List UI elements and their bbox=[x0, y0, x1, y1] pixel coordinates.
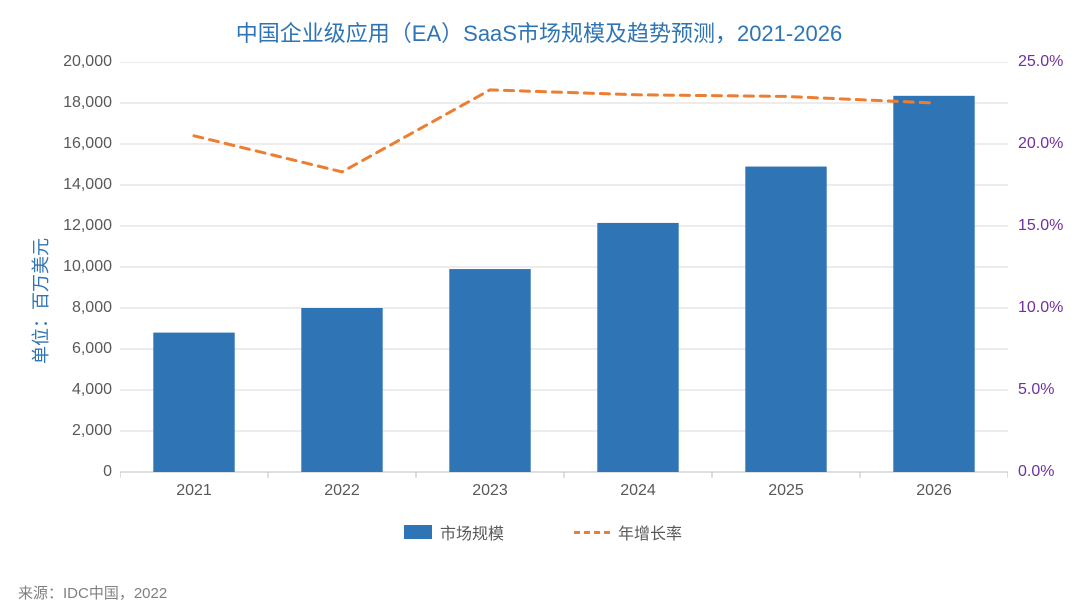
x-tick-label: 2025 bbox=[768, 482, 804, 500]
bar bbox=[597, 223, 678, 472]
chart-source: 来源：IDC中国，2022 bbox=[18, 582, 167, 603]
chart-plot bbox=[120, 62, 1008, 482]
bar bbox=[301, 308, 382, 472]
y-left-tick-label: 6,000 bbox=[72, 340, 112, 358]
y-left-tick-label: 0 bbox=[103, 463, 112, 481]
legend-label-bar: 市场规模 bbox=[440, 520, 504, 544]
legend-bar: 市场规模 bbox=[404, 520, 504, 544]
y-right-tick-label: 25.0% bbox=[1018, 53, 1063, 71]
legend-swatch-line bbox=[574, 531, 610, 534]
y-left-tick-label: 16,000 bbox=[63, 135, 112, 153]
y-left-tick-label: 14,000 bbox=[63, 176, 112, 194]
y-right-tick-label: 20.0% bbox=[1018, 135, 1063, 153]
legend-line: 年增长率 bbox=[574, 520, 682, 544]
y-left-tick-label: 4,000 bbox=[72, 381, 112, 399]
y-left-tick-label: 10,000 bbox=[63, 258, 112, 276]
y-left-tick-label: 18,000 bbox=[63, 94, 112, 112]
y-left-tick-label: 20,000 bbox=[63, 53, 112, 71]
bar bbox=[153, 333, 234, 472]
y-right-tick-label: 10.0% bbox=[1018, 299, 1063, 317]
bar bbox=[893, 96, 974, 472]
growth-line bbox=[194, 90, 934, 172]
y-left-tick-label: 8,000 bbox=[72, 299, 112, 317]
bar bbox=[449, 269, 530, 472]
legend-label-line: 年增长率 bbox=[618, 520, 682, 544]
x-tick-label: 2021 bbox=[176, 482, 212, 500]
y-right-tick-label: 5.0% bbox=[1018, 381, 1054, 399]
chart-title: 中国企业级应用（EA）SaaS市场规模及趋势预测，2021-2026 bbox=[0, 16, 1078, 48]
bar bbox=[745, 167, 826, 472]
y-left-tick-label: 2,000 bbox=[72, 422, 112, 440]
y-right-tick-label: 0.0% bbox=[1018, 463, 1054, 481]
legend-swatch-bar bbox=[404, 525, 432, 539]
y-left-tick-label: 12,000 bbox=[63, 217, 112, 235]
y-left-axis-title: 单位：百万美元 bbox=[27, 231, 53, 371]
x-tick-label: 2026 bbox=[916, 482, 952, 500]
x-tick-label: 2024 bbox=[620, 482, 656, 500]
y-right-tick-label: 15.0% bbox=[1018, 217, 1063, 235]
x-tick-label: 2023 bbox=[472, 482, 508, 500]
x-tick-label: 2022 bbox=[324, 482, 360, 500]
